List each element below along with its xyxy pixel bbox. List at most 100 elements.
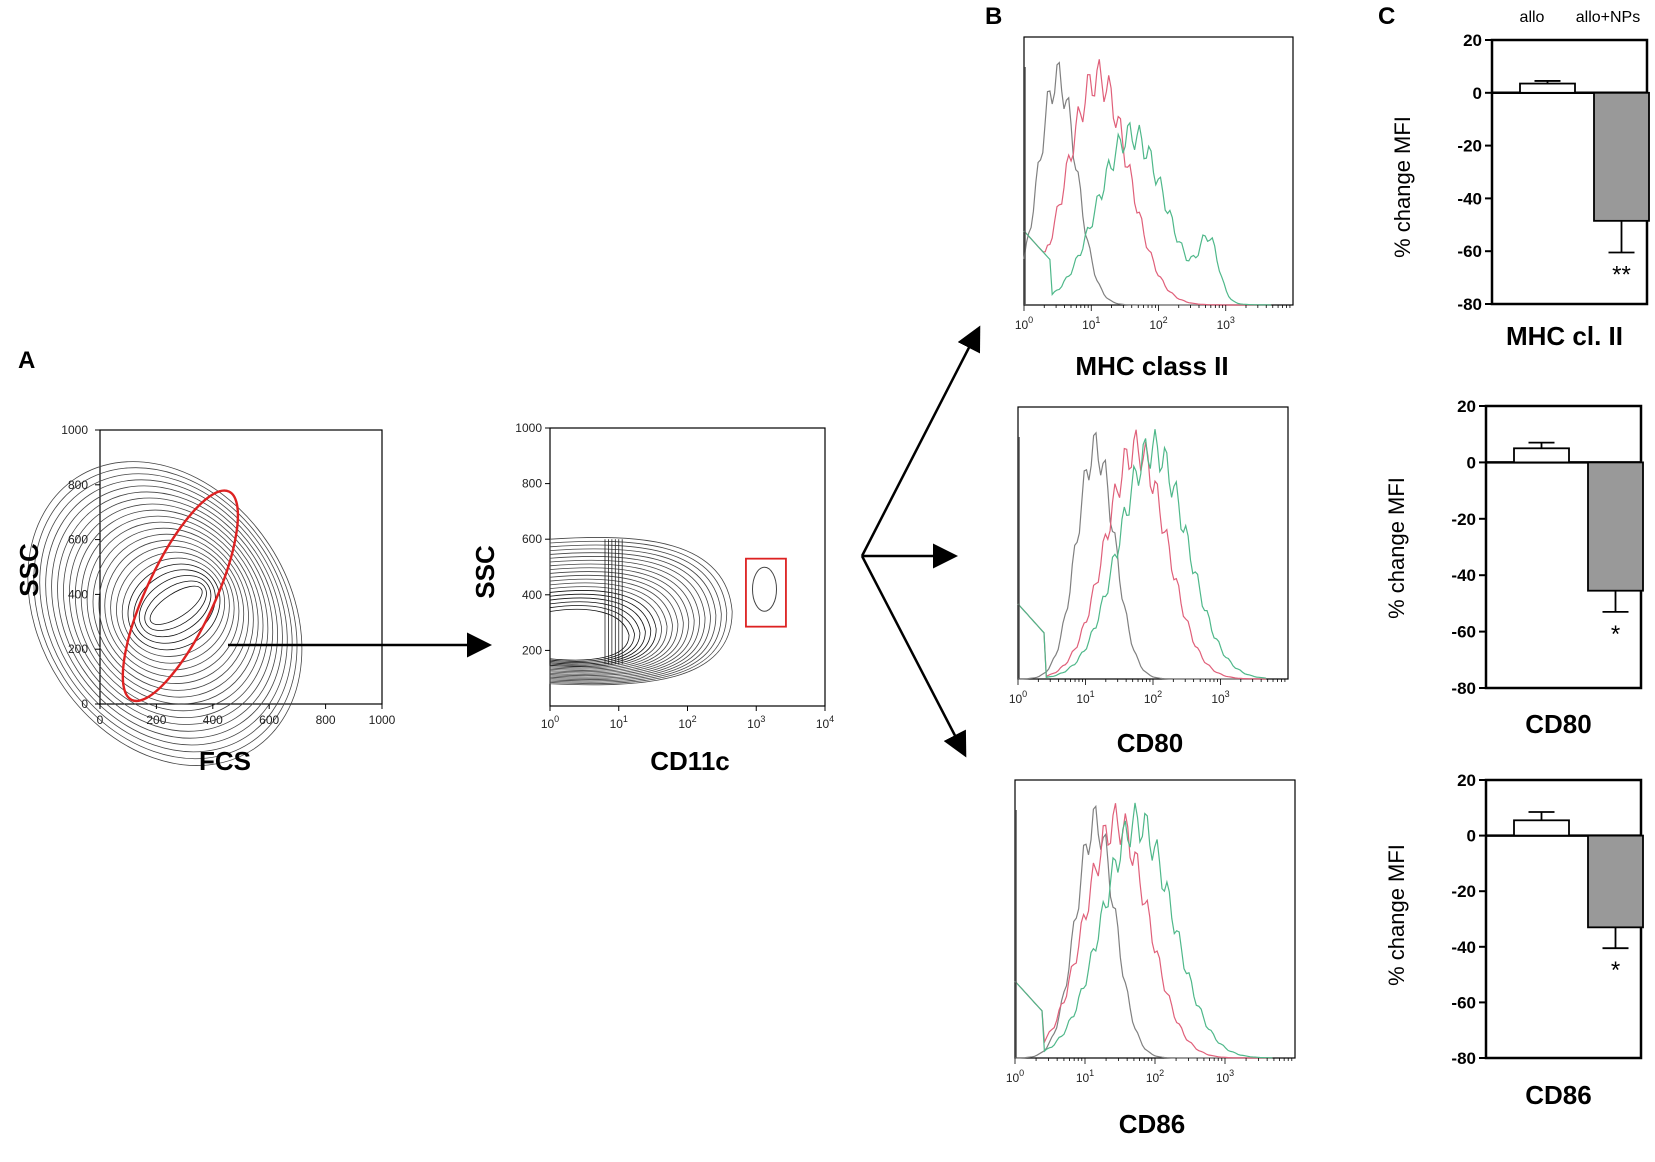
bar-category-label-allo: allo: [1520, 9, 1545, 26]
contour-line: [39, 473, 293, 753]
y-tick-label: -20: [1451, 510, 1476, 529]
contour-line: [116, 551, 230, 664]
bar-category-label-allo-nps: allo+NPs: [1576, 9, 1640, 26]
contour-line: [549, 608, 630, 661]
x-tick-label: 102: [1149, 315, 1167, 332]
x-tick-label: 101: [1076, 1068, 1094, 1085]
contour-line: [549, 548, 717, 682]
plot-a1: 0 200 400 600 800 1000 0 200 400 600 800 1000 FCS S…: [14, 423, 396, 776]
histogram-curve-isotype: [1018, 431, 1267, 680]
contour-line: [51, 485, 283, 739]
plot-a1-xlabel: FCS: [199, 746, 251, 776]
contour-line: [549, 574, 679, 673]
bar-xlabel: CD80: [1525, 709, 1591, 739]
gate-rectangle: [745, 557, 787, 628]
bar-allo: [1513, 819, 1570, 837]
bar-frame: [1484, 404, 1643, 690]
histogram-curve-allo-nps: [1014, 803, 1273, 1059]
y-tick-label: 20: [1463, 31, 1482, 50]
contour-line: [133, 569, 216, 644]
contour-line: [549, 567, 690, 675]
y-tick-label: 600: [68, 533, 88, 547]
histogram-mhc-label: MHC class II: [1075, 351, 1228, 381]
contour-line: [549, 555, 706, 679]
gate-ellipse: [121, 489, 240, 703]
bar-panel-3: 20 0 -20 -40 -60 -80 * % change MFI CD86: [1384, 771, 1644, 1110]
plot-a2-ylabel: SSC: [470, 545, 500, 599]
contour-line: [80, 515, 259, 705]
x-tick-label: 102: [1144, 689, 1162, 706]
y-tick-label: 1000: [61, 423, 88, 437]
histogram-curve-allo: [1014, 802, 1273, 1059]
histogram-cd80-label: CD80: [1117, 728, 1183, 758]
bar-xlabel: MHC cl. II: [1506, 321, 1623, 351]
contour-line: [549, 544, 722, 683]
y-tick-label: 600: [522, 532, 542, 546]
y-tick-label: 200: [68, 642, 88, 656]
y-tick-label: -40: [1451, 566, 1476, 585]
histogram-curve-isotype: [1015, 804, 1273, 1059]
y-tick-label: 20: [1457, 397, 1476, 416]
plot-a2: 100 101 102 103 104 200 400 600 800 1000 CD11c SS…: [470, 421, 834, 776]
y-tick-label: 800: [68, 478, 88, 492]
x-tick-label: 1000: [369, 713, 396, 727]
histogram-cd86-ticks: 100 101 102 103: [1006, 1058, 1293, 1085]
y-tick-label: 0: [1473, 84, 1482, 103]
contour-line: [57, 491, 278, 732]
x-tick-label: 103: [1211, 689, 1229, 706]
y-tick-label: -80: [1451, 679, 1476, 698]
histogram-cd80: 100 101 102 103 CD80: [1009, 406, 1289, 758]
y-tick-label: 800: [522, 477, 542, 491]
y-tick-label: -80: [1457, 295, 1482, 314]
contour-line: [549, 537, 733, 686]
plot-a2-frame: [549, 427, 826, 707]
x-tick-label: 102: [1146, 1068, 1164, 1085]
contour-line: [549, 597, 646, 665]
y-tick-label: 0: [1467, 827, 1476, 846]
contour-line: [138, 575, 212, 638]
plot-a1-ylabel: SSC: [14, 543, 44, 597]
bar-frame: [1484, 778, 1643, 1060]
bar-allo-nps: [1587, 461, 1644, 592]
x-tick-label: 100: [1006, 1068, 1024, 1085]
bar-panel-2: 20 0 -20 -40 -60 -80 * % change MFI CD80: [1384, 397, 1644, 739]
x-tick-label: 101: [1082, 315, 1100, 332]
histogram-curve-allo: [1017, 429, 1267, 679]
histogram-curve-allo: [1023, 121, 1272, 306]
bar-ylabel: % change MFI: [1384, 844, 1409, 986]
panel-letter-b: B: [985, 3, 1002, 30]
y-tick-label: -60: [1457, 242, 1482, 261]
contour-line: [149, 585, 203, 625]
contour-line: [549, 578, 673, 671]
contour-line: [33, 467, 298, 760]
contour-line: [86, 521, 254, 698]
contour-line: [549, 586, 663, 669]
significance-marker: *: [1611, 621, 1620, 648]
contour-line: [549, 582, 668, 670]
histogram-mhc-frame: [1023, 36, 1294, 306]
arrow-to-cd86: [860, 555, 967, 758]
x-tick-label: 103: [1216, 1068, 1234, 1085]
x-tick-label: 200: [146, 713, 166, 727]
histogram-cd86-curves: [1014, 802, 1273, 1059]
contour-line: [549, 552, 711, 680]
contour-line: [27, 461, 303, 766]
bar-ylabel: % change MFI: [1384, 477, 1409, 619]
x-tick-label: 100: [1015, 315, 1033, 332]
x-tick-label: 800: [316, 713, 336, 727]
bar-ylabel: % change MFI: [1390, 116, 1415, 258]
x-tick-label: 400: [203, 713, 223, 727]
contour-line: [144, 580, 207, 631]
y-tick-label: 200: [522, 643, 542, 657]
x-tick-label: 600: [259, 713, 279, 727]
bar-allo: [1513, 447, 1570, 464]
histogram-cd86: 100 101 102 103 CD86: [1006, 779, 1296, 1139]
contour-line: [110, 545, 235, 671]
contour-line: [45, 479, 288, 746]
histogram-curve-allo-nps: [1017, 429, 1267, 680]
contour-line: [549, 540, 728, 684]
plot-a1-ticks: 0 200 400 600 800 1000 0 200 400 600 800 1000: [61, 423, 395, 727]
x-tick-label: 100: [1009, 689, 1027, 706]
contour-line: [74, 509, 264, 712]
